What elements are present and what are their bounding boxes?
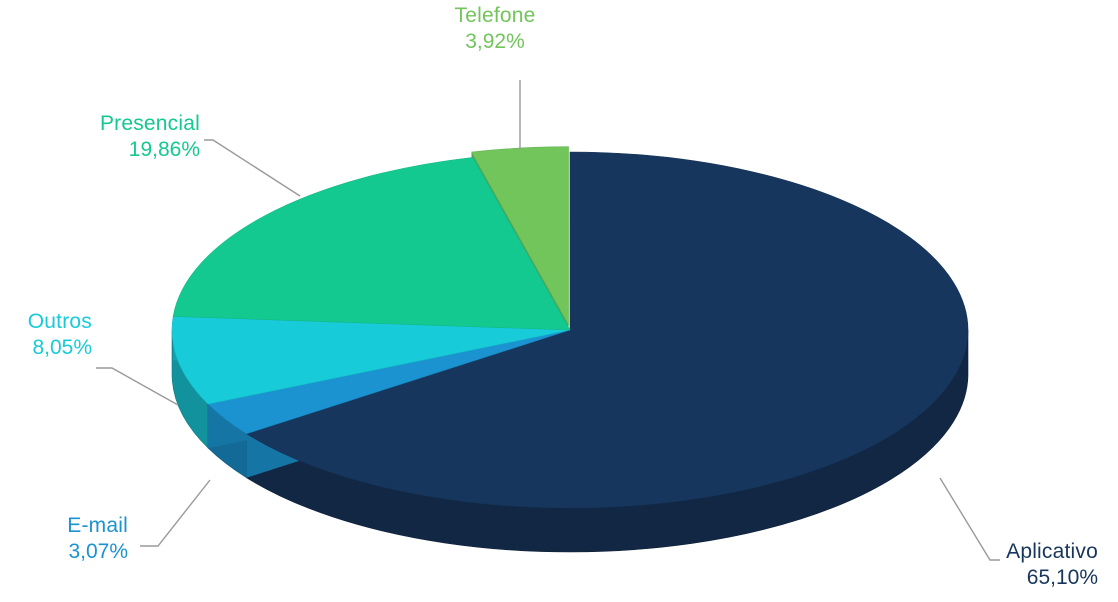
leader-line-presencial bbox=[204, 139, 301, 197]
leader-line-outros bbox=[96, 367, 179, 406]
slice-value-presencial: 19,86% bbox=[129, 138, 200, 161]
slice-label-e-mail: E-mail bbox=[67, 514, 128, 537]
slice-label-presencial: Presencial bbox=[100, 112, 200, 135]
pie-slice-outros bbox=[171, 316, 571, 405]
slice-label-outros: Outros bbox=[28, 310, 92, 333]
slice-label-telefone: Telefone bbox=[455, 4, 536, 27]
pie-slice-presencial bbox=[172, 157, 571, 331]
leader-line-aplicativo bbox=[939, 477, 1000, 561]
slice-value-aplicativo: 65,10% bbox=[1027, 566, 1098, 589]
slice-value-telefone: 3,92% bbox=[465, 30, 525, 53]
slice-value-e-mail: 3,07% bbox=[68, 540, 128, 563]
pie-slice-aplicativo bbox=[245, 151, 969, 509]
slice-label-aplicativo: Aplicativo bbox=[1006, 540, 1098, 563]
slice-value-outros: 8,05% bbox=[32, 336, 92, 359]
leader-line-e-mail bbox=[140, 479, 211, 547]
